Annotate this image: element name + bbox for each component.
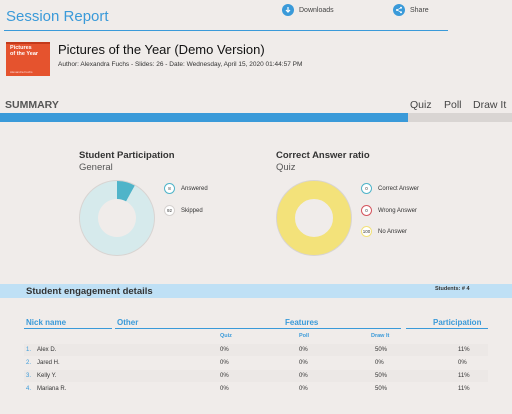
share-button[interactable]: Share — [393, 4, 429, 16]
answered-label: Answered — [181, 185, 208, 192]
engagement-header-bar — [0, 284, 512, 298]
subcol-quiz[interactable]: Quiz — [220, 333, 232, 339]
legend-correct: 0 Correct Answer — [361, 183, 419, 194]
col-features: Features — [285, 318, 319, 327]
row-name: Alex D. — [37, 347, 57, 353]
row-participation: 11% — [458, 347, 470, 353]
engagement-title: Student engagement details — [26, 286, 153, 297]
presentation-meta: Author: Alexandra Fuchs - Slides: 26 - D… — [58, 61, 303, 68]
table-row[interactable]: 1. Alex D. 0% 0% 50% 11% — [24, 344, 488, 356]
participation-subtitle: General — [79, 162, 113, 173]
row-index: 1. — [26, 347, 32, 353]
row-participation: 11% — [458, 373, 470, 379]
row-name: Jared H. — [37, 360, 60, 366]
tab-draw-it[interactable]: Draw It — [473, 99, 507, 111]
subcol-draw-it[interactable]: Draw It — [371, 333, 390, 339]
participation-donut-chart — [79, 180, 155, 256]
row-quiz: 0% — [220, 386, 229, 392]
subcol-poll[interactable]: Poll — [299, 333, 310, 339]
wrong-count: 0 — [361, 205, 372, 216]
presentation-thumbnail: Pictures of the Year Alexandra Fuchs — [6, 42, 50, 76]
no-answer-label: No Answer — [378, 228, 408, 235]
correct-ratio-title: Correct Answer ratio — [276, 150, 370, 161]
page-title: Session Report — [6, 8, 109, 25]
correct-ratio-subtitle: Quiz — [276, 162, 296, 173]
tab-poll[interactable]: Poll — [444, 99, 462, 111]
col-participation[interactable]: Participation — [433, 318, 482, 327]
row-quiz: 0% — [220, 360, 229, 366]
row-index: 4. — [26, 386, 32, 392]
skipped-label: Skipped — [181, 207, 203, 214]
wrong-label: Wrong Answer — [378, 207, 417, 214]
tab-quiz[interactable]: Quiz — [410, 99, 432, 111]
summary-heading: SUMMARY — [5, 99, 59, 111]
row-drawit: 50% — [375, 347, 388, 353]
table-row[interactable]: 3. Kelly Y. 0% 0% 50% 11% — [24, 370, 488, 382]
downloads-button[interactable]: Downloads — [282, 4, 334, 16]
thumbnail-footer: Alexandra Fuchs — [10, 70, 33, 74]
downloads-label: Downloads — [299, 6, 334, 14]
col-other: Other — [117, 318, 139, 327]
skipped-count: 92 — [164, 205, 175, 216]
header-divider — [4, 30, 448, 31]
row-quiz: 0% — [220, 373, 229, 379]
share-label: Share — [410, 6, 429, 14]
participation-title: Student Participation — [79, 150, 175, 161]
features-col-underline — [115, 328, 401, 329]
share-icon — [393, 4, 405, 16]
row-name: Mariana R. — [37, 386, 67, 392]
legend-no-answer: 100 No Answer — [361, 226, 407, 237]
row-drawit: 50% — [375, 373, 388, 379]
thumbnail-title-line1: Pictures — [10, 45, 32, 51]
participation-slice-answered — [116, 181, 135, 202]
table-row[interactable]: 4. Mariana R. 0% 0% 50% 11% — [24, 383, 488, 395]
row-participation: 11% — [458, 386, 470, 392]
thumbnail-title-line2: of the Year — [10, 51, 39, 57]
participation-slice-skipped — [80, 181, 154, 255]
row-drawit: 50% — [375, 386, 388, 392]
correct-ratio-slice-no-answer — [277, 181, 351, 255]
row-poll: 0% — [299, 386, 308, 392]
nick-col-underline — [24, 328, 112, 329]
row-poll: 0% — [299, 347, 308, 353]
legend-wrong: 0 Wrong Answer — [361, 205, 417, 216]
participation-col-underline — [406, 328, 488, 329]
row-poll: 0% — [299, 373, 308, 379]
row-participation: 0% — [458, 360, 467, 366]
correct-count: 0 — [361, 183, 372, 194]
row-drawit: 0% — [375, 360, 384, 366]
row-name: Kelly Y. — [37, 373, 57, 379]
col-nick-name[interactable]: Nick name — [26, 318, 67, 327]
answered-count: 8 — [164, 183, 175, 194]
tab-bar-active-indicator — [0, 113, 408, 122]
row-index: 2. — [26, 360, 32, 366]
presentation-title: Pictures of the Year (Demo Version) — [58, 42, 265, 57]
legend-skipped: 92 Skipped — [164, 205, 203, 216]
row-quiz: 0% — [220, 347, 229, 353]
students-count: Students: # 4 — [435, 286, 470, 292]
correct-label: Correct Answer — [378, 185, 420, 192]
no-answer-count: 100 — [361, 226, 372, 237]
table-row[interactable]: 2. Jared H. 0% 0% 0% 0% — [24, 357, 488, 369]
row-poll: 0% — [299, 360, 308, 366]
download-icon — [282, 4, 294, 16]
legend-answered: 8 Answered — [164, 183, 208, 194]
correct-ratio-donut-chart — [276, 180, 352, 256]
row-index: 3. — [26, 373, 32, 379]
